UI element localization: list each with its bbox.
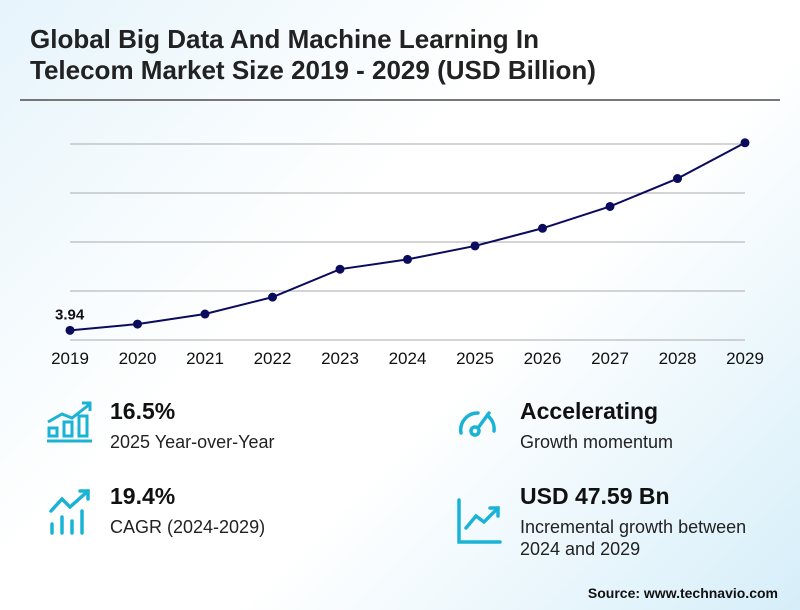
stat-yoy-value: 16.5% — [110, 398, 176, 424]
x-tick-label: 2020 — [119, 349, 157, 368]
x-tick-label: 2023 — [321, 349, 359, 368]
stat-cagr-value: 19.4% — [110, 483, 176, 509]
x-tick-label: 2029 — [726, 349, 764, 368]
data-point — [133, 319, 142, 329]
title-line-2: Telecom Market Size 2019 - 2029 (USD Bil… — [30, 55, 596, 85]
x-tick-label: 2027 — [591, 349, 629, 368]
speedometer-icon — [458, 405, 498, 444]
line-chart-icon — [456, 498, 502, 551]
x-tick-label: 2022 — [254, 349, 292, 368]
x-tick-label: 2024 — [389, 349, 427, 368]
stat-momentum-label: Growth momentum — [520, 432, 674, 452]
data-point — [65, 325, 75, 335]
x-tick-label: 2021 — [186, 349, 224, 368]
chart-title: Global Big Data And Machine Learning In … — [30, 24, 770, 86]
data-point — [470, 241, 480, 251]
data-point — [673, 174, 682, 184]
data-point — [538, 223, 547, 233]
stat-cagr-label: CAGR (2024-2029) — [110, 517, 266, 537]
data-label: 3.94 — [55, 306, 85, 323]
title-line-1: Global Big Data And Machine Learning In — [30, 24, 539, 54]
x-tick-label: 2028 — [659, 349, 697, 368]
data-point — [335, 264, 345, 274]
stat-incremental-label: Incremental growth between 2024 and 2029 — [520, 517, 747, 559]
line-chart: 2019 2020 2021 2022 2023 2024 2025 2026 2027 2028… — [51, 138, 764, 368]
stat-incremental-value: USD 47.59 Bn — [520, 483, 670, 509]
x-tick-label: 2019 — [51, 349, 89, 368]
data-point — [200, 309, 210, 319]
stat-momentum-value: Accelerating — [520, 398, 659, 424]
stat-yoy-label: 2025 Year-over-Year — [110, 432, 275, 452]
source-credit: Source: www.technavio.com — [587, 585, 778, 601]
data-point — [403, 254, 412, 264]
series-line — [69, 141, 746, 332]
data-point — [605, 201, 615, 211]
data-point — [740, 138, 750, 148]
trend-bars-icon — [48, 489, 94, 540]
x-tick-label: 2026 — [524, 349, 562, 368]
bar-chart-growth-icon — [46, 400, 94, 449]
title-divider — [20, 99, 780, 101]
data-point — [268, 292, 277, 302]
x-tick-label: 2025 — [456, 349, 494, 368]
